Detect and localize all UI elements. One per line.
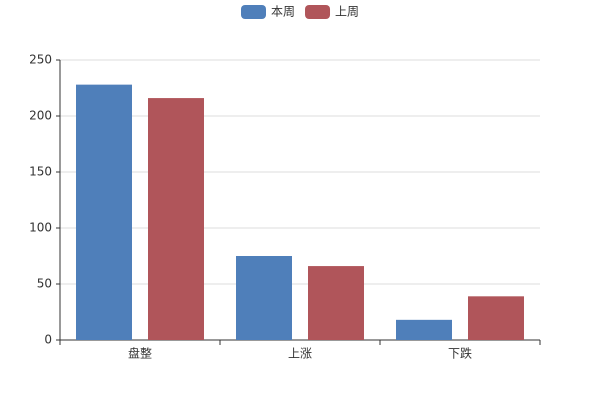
legend-label: 上周 <box>335 5 359 19</box>
bar <box>236 256 292 340</box>
y-tick-label: 100 <box>29 221 52 235</box>
x-tick-label: 盘整 <box>128 346 152 361</box>
y-tick-label: 150 <box>29 165 52 179</box>
x-tick-label: 下跌 <box>448 346 472 361</box>
bar <box>148 98 204 340</box>
bar <box>468 296 524 340</box>
legend-swatch <box>305 5 331 19</box>
bar <box>396 319 452 340</box>
legend-swatch <box>241 5 266 19</box>
x-tick-label: 上涨 <box>288 346 312 361</box>
y-tick-label: 250 <box>29 53 52 67</box>
y-tick-label: 200 <box>29 109 52 123</box>
bar <box>308 266 364 340</box>
y-tick-label: 50 <box>37 277 52 291</box>
bar <box>76 84 132 340</box>
legend-label: 本周 <box>271 5 295 19</box>
y-tick-label: 0 <box>44 333 52 347</box>
